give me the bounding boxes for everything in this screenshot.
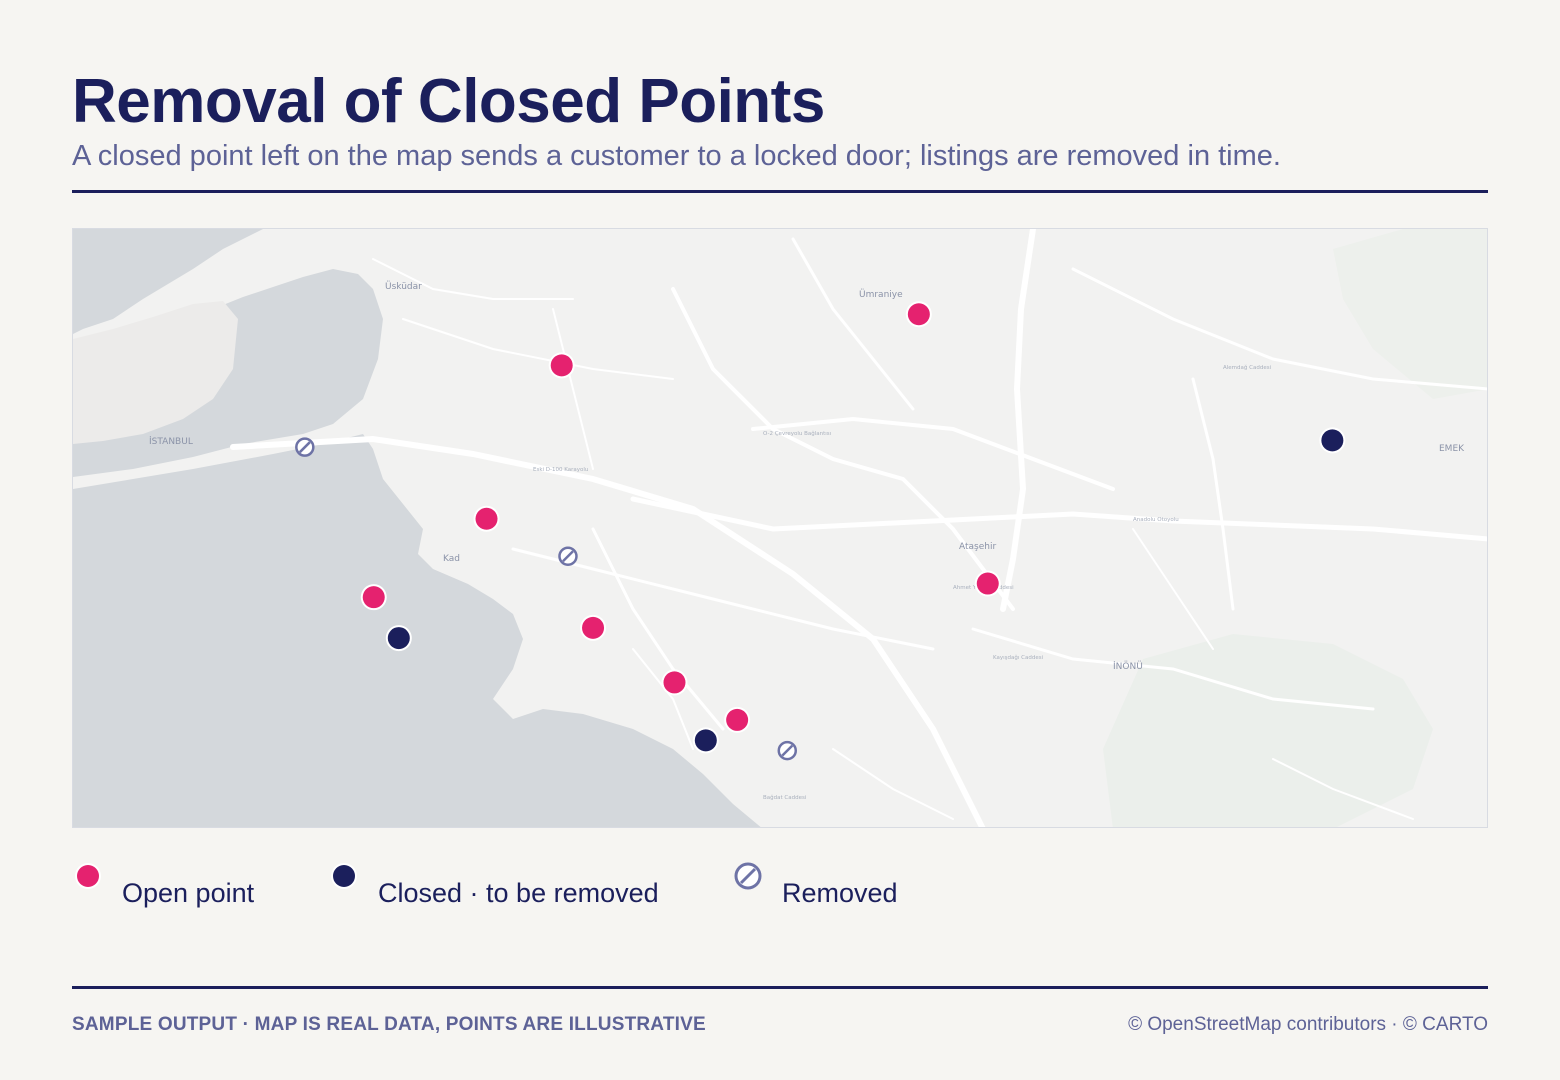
- water-body: [73, 229, 761, 827]
- road-label: Anadolu Otoyolu: [1133, 517, 1179, 523]
- map-attribution[interactable]: © OpenStreetMap contributors · © CARTO: [1128, 1014, 1488, 1035]
- place-label-istanbul: İSTANBUL: [149, 436, 193, 447]
- place-label-atasehir: Ataşehir: [959, 542, 996, 552]
- place-label-kadikoy: Kad: [443, 554, 460, 564]
- road-label: Alemdağ Caddesi: [1223, 364, 1272, 371]
- open-point-marker[interactable]: [724, 706, 751, 733]
- legend-open-label: Open point: [122, 878, 255, 908]
- map-markers: [295, 301, 1346, 761]
- open-point-marker[interactable]: [473, 505, 500, 532]
- road-label: O-2 Çevreyolu Bağlantısı: [763, 430, 832, 437]
- legend-closed-label: Closed · to be removed: [378, 878, 659, 908]
- closed-point-icon: [331, 863, 357, 889]
- open-point-marker[interactable]: [974, 570, 1001, 597]
- removed-point-marker[interactable]: [295, 437, 315, 457]
- open-point-icon: [75, 863, 101, 889]
- open-point-marker[interactable]: [360, 584, 387, 611]
- place-label-inonu: İNÖNÜ: [1113, 661, 1143, 672]
- open-point-marker[interactable]: [661, 669, 688, 696]
- open-point-marker[interactable]: [580, 614, 607, 641]
- footer-note: SAMPLE OUTPUT · MAP IS REAL DATA, POINTS…: [72, 1014, 706, 1035]
- peninsula-land: [73, 301, 238, 444]
- page-subtitle: A closed point left on the map sends a c…: [72, 140, 1281, 172]
- road-label: Eski D-100 Karayolu: [533, 467, 588, 473]
- map-canvas[interactable]: Üsküdar İSTANBUL Ümraniye Ataşehir Kad E…: [73, 229, 1488, 828]
- park-area: [1103, 634, 1433, 827]
- removed-point-icon: [734, 862, 762, 890]
- road-network: [230, 229, 1487, 827]
- closed-point-marker[interactable]: [1319, 427, 1346, 454]
- closed-point-marker[interactable]: [385, 625, 412, 652]
- removed-point-marker[interactable]: [777, 740, 798, 761]
- map-panel[interactable]: Üsküdar İSTANBUL Ümraniye Ataşehir Kad E…: [72, 228, 1488, 828]
- place-label-umraniye: Ümraniye: [859, 289, 903, 300]
- page-title: Removal of Closed Points: [72, 67, 825, 136]
- road-label: Kayışdağı Caddesi: [993, 654, 1044, 661]
- removed-point-marker[interactable]: [558, 546, 578, 567]
- open-point-marker[interactable]: [905, 301, 932, 328]
- header-divider: [72, 190, 1488, 193]
- open-point-marker[interactable]: [548, 352, 575, 379]
- place-label-uskudar: Üsküdar: [385, 281, 422, 292]
- place-label-emek: EMEK: [1439, 444, 1465, 454]
- legend-removed-label: Removed: [782, 878, 898, 908]
- park-area-north: [1333, 229, 1487, 399]
- closed-point-marker[interactable]: [692, 727, 719, 754]
- footer-divider: [72, 986, 1488, 989]
- road-label: Bağdat Caddesi: [763, 794, 807, 801]
